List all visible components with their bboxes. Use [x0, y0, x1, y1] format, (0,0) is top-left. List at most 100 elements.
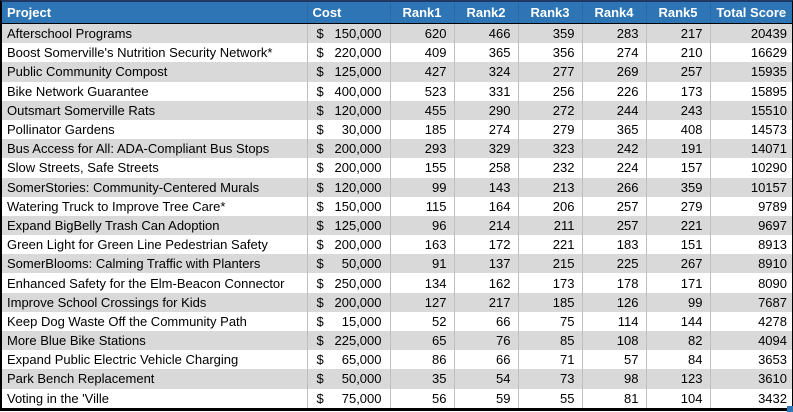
- cell-rank3[interactable]: 256: [518, 81, 583, 101]
- cell-cost[interactable]: $30,000: [307, 119, 391, 140]
- cell-project[interactable]: More Blue Bike Stations: [2, 331, 308, 351]
- cell-rank3[interactable]: 323: [518, 139, 583, 159]
- cell-total-score[interactable]: 15935: [710, 62, 792, 82]
- cell-rank4[interactable]: 183: [582, 235, 647, 255]
- cell-rank5[interactable]: 221: [646, 215, 711, 236]
- cell-total-score[interactable]: 8913: [710, 235, 792, 255]
- cell-project[interactable]: Boost Somerville's Nutrition Security Ne…: [2, 43, 308, 63]
- cell-rank1[interactable]: 155: [390, 158, 455, 178]
- cell-project[interactable]: Expand Public Electric Vehicle Charging: [2, 350, 308, 370]
- cell-rank2[interactable]: 274: [454, 119, 519, 140]
- cell-project[interactable]: Expand BigBelly Trash Can Adoption: [2, 215, 308, 236]
- cell-rank5[interactable]: 171: [646, 273, 711, 293]
- cell-project[interactable]: Green Light for Green Line Pedestrian Sa…: [2, 235, 308, 255]
- cell-rank5[interactable]: 243: [646, 100, 711, 120]
- cell-rank1[interactable]: 35: [390, 369, 455, 389]
- cell-rank4[interactable]: 98: [582, 369, 647, 389]
- column-header-project[interactable]: Project: [2, 2, 308, 24]
- cell-rank5[interactable]: 217: [646, 23, 711, 44]
- cell-rank4[interactable]: 226: [582, 81, 647, 101]
- selection-fill-handle[interactable]: [787, 406, 793, 412]
- cell-rank1[interactable]: 99: [390, 177, 455, 197]
- cell-project[interactable]: Keep Dog Waste Off the Community Path: [2, 311, 308, 332]
- cell-rank4[interactable]: 257: [582, 196, 647, 216]
- cell-total-score[interactable]: 10290: [710, 158, 792, 178]
- cell-total-score[interactable]: 4094: [710, 331, 792, 351]
- cell-project[interactable]: Voting in the 'Ville: [2, 388, 308, 408]
- cell-rank2[interactable]: 324: [454, 62, 519, 82]
- cell-rank1[interactable]: 455: [390, 100, 455, 120]
- cell-total-score[interactable]: 15895: [710, 81, 792, 101]
- cell-project[interactable]: Park Bench Replacement: [2, 369, 308, 389]
- cell-rank2[interactable]: 59: [454, 388, 519, 408]
- cell-rank1[interactable]: 427: [390, 62, 455, 82]
- cell-rank4[interactable]: 126: [582, 292, 647, 312]
- cell-total-score[interactable]: 3653: [710, 350, 792, 370]
- cell-rank3[interactable]: 279: [518, 119, 583, 140]
- cell-rank4[interactable]: 365: [582, 119, 647, 140]
- cell-rank4[interactable]: 269: [582, 62, 647, 82]
- cell-project[interactable]: Watering Truck to Improve Tree Care*: [2, 196, 308, 216]
- cell-cost[interactable]: $15,000: [307, 311, 391, 332]
- cell-project[interactable]: Outsmart Somerville Rats: [2, 100, 308, 120]
- cell-total-score[interactable]: 3610: [710, 369, 792, 389]
- column-header-rank5[interactable]: Rank5: [646, 2, 711, 24]
- cell-rank3[interactable]: 277: [518, 62, 583, 82]
- cell-total-score[interactable]: 8090: [710, 273, 792, 293]
- cell-rank4[interactable]: 274: [582, 43, 647, 63]
- cell-total-score[interactable]: 15510: [710, 100, 792, 120]
- cell-rank5[interactable]: 144: [646, 311, 711, 332]
- cell-project[interactable]: Slow Streets, Safe Streets: [2, 158, 308, 178]
- cell-rank1[interactable]: 523: [390, 81, 455, 101]
- cell-total-score[interactable]: 9789: [710, 196, 792, 216]
- cell-total-score[interactable]: 14071: [710, 139, 792, 159]
- cell-cost[interactable]: $120,000: [307, 177, 391, 197]
- cell-rank4[interactable]: 224: [582, 158, 647, 178]
- cell-rank3[interactable]: 213: [518, 177, 583, 197]
- cell-cost[interactable]: $150,000: [307, 23, 391, 44]
- cell-rank3[interactable]: 356: [518, 43, 583, 63]
- cell-total-score[interactable]: 14573: [710, 119, 792, 140]
- cell-cost[interactable]: $200,000: [307, 235, 391, 255]
- cell-total-score[interactable]: 7687: [710, 292, 792, 312]
- cell-rank2[interactable]: 66: [454, 311, 519, 332]
- cell-rank3[interactable]: 215: [518, 254, 583, 274]
- cell-project[interactable]: Bus Access for All: ADA-Compliant Bus St…: [2, 139, 308, 159]
- cell-rank5[interactable]: 173: [646, 81, 711, 101]
- cell-project[interactable]: SomerStories: Community-Centered Murals: [2, 177, 308, 197]
- cell-rank2[interactable]: 290: [454, 100, 519, 120]
- cell-total-score[interactable]: 8910: [710, 254, 792, 274]
- cell-rank4[interactable]: 178: [582, 273, 647, 293]
- column-header-rank3[interactable]: Rank3: [518, 2, 583, 24]
- cell-rank3[interactable]: 173: [518, 273, 583, 293]
- cell-cost[interactable]: $200,000: [307, 139, 391, 159]
- cell-rank4[interactable]: 81: [582, 388, 647, 408]
- cell-rank1[interactable]: 293: [390, 139, 455, 159]
- cell-rank3[interactable]: 272: [518, 100, 583, 120]
- cell-rank2[interactable]: 331: [454, 81, 519, 101]
- cell-total-score[interactable]: 9697: [710, 215, 792, 236]
- cell-cost[interactable]: $125,000: [307, 62, 391, 82]
- cell-rank4[interactable]: 257: [582, 215, 647, 236]
- cell-rank4[interactable]: 57: [582, 350, 647, 370]
- cell-rank5[interactable]: 267: [646, 254, 711, 274]
- cell-rank5[interactable]: 408: [646, 119, 711, 140]
- cell-rank3[interactable]: 85: [518, 331, 583, 351]
- cell-total-score[interactable]: 20439: [710, 23, 792, 44]
- column-header-rank1[interactable]: Rank1: [390, 2, 455, 24]
- cell-cost[interactable]: $125,000: [307, 215, 391, 236]
- cell-rank2[interactable]: 466: [454, 23, 519, 44]
- cell-rank3[interactable]: 211: [518, 215, 583, 236]
- cell-total-score[interactable]: 16629: [710, 43, 792, 63]
- cell-rank5[interactable]: 257: [646, 62, 711, 82]
- cell-rank2[interactable]: 66: [454, 350, 519, 370]
- cell-rank1[interactable]: 115: [390, 196, 455, 216]
- cell-rank5[interactable]: 151: [646, 235, 711, 255]
- cell-rank2[interactable]: 54: [454, 369, 519, 389]
- cell-rank5[interactable]: 84: [646, 350, 711, 370]
- cell-total-score[interactable]: 3432: [710, 388, 792, 408]
- cell-rank2[interactable]: 162: [454, 273, 519, 293]
- cell-rank2[interactable]: 143: [454, 177, 519, 197]
- cell-project[interactable]: Public Community Compost: [2, 62, 308, 82]
- cell-rank4[interactable]: 283: [582, 23, 647, 44]
